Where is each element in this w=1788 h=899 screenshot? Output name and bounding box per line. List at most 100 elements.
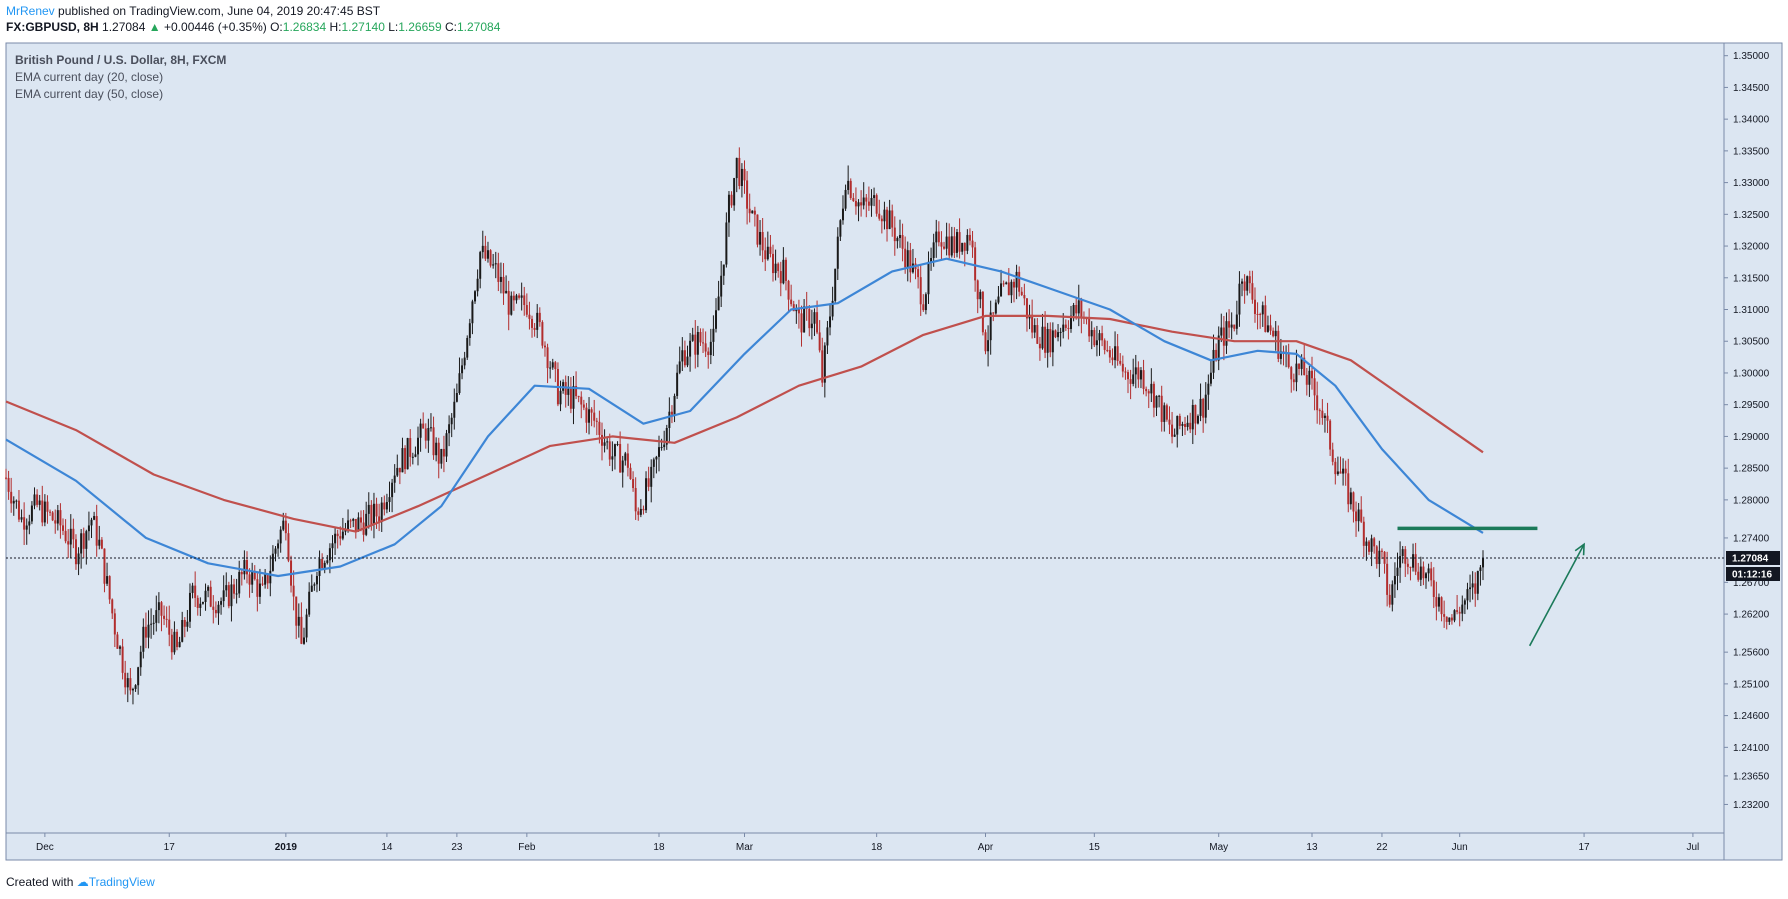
candle-body (777, 263, 780, 272)
candle-body (458, 373, 461, 394)
tradingview-brand[interactable]: TradingView (88, 875, 155, 889)
candle-body (1367, 541, 1370, 552)
candle-body (287, 533, 290, 561)
candle-body (616, 444, 619, 446)
candle-body (98, 539, 101, 546)
candle-body (948, 236, 951, 256)
candle-body (186, 621, 189, 627)
time-tick-label: 17 (1579, 842, 1591, 853)
candle-body (823, 345, 826, 383)
candle-body (860, 202, 863, 206)
candle-body (1025, 298, 1028, 319)
candle-body (365, 513, 368, 535)
candle-body (194, 585, 197, 598)
candle-body (165, 618, 168, 620)
candle-body (108, 576, 111, 600)
candle-body (1339, 471, 1342, 474)
candle-body (54, 520, 57, 524)
candle-body (157, 602, 160, 611)
candle-body (398, 467, 401, 473)
candle-body (233, 584, 236, 594)
candle-body (103, 548, 106, 584)
candle-body (43, 501, 46, 523)
candle-body (1106, 349, 1109, 351)
candle-body (212, 606, 215, 610)
candle-body (36, 494, 39, 505)
candle-body (639, 508, 642, 515)
candle-body (1093, 330, 1096, 346)
close-label: C: (444, 20, 457, 34)
price-tick-label: 1.25600 (1733, 648, 1770, 659)
candle-body (746, 180, 749, 209)
candle-body (989, 312, 992, 341)
candle-body (484, 245, 487, 259)
author-link[interactable]: MrRenev (6, 4, 55, 18)
candle-body (240, 571, 243, 575)
candle-body (1453, 610, 1456, 621)
time-tick-label: 13 (1306, 842, 1318, 853)
price-axis[interactable] (1723, 42, 1783, 861)
candle-body (1010, 281, 1013, 296)
candle-body (735, 157, 738, 179)
candle-body (1458, 611, 1461, 614)
candle-body (818, 332, 821, 351)
candle-body (966, 234, 969, 251)
candle-body (1041, 326, 1044, 349)
candle-body (727, 194, 730, 223)
candle-body (670, 411, 673, 415)
candle-body (538, 312, 541, 323)
candle-body (85, 531, 88, 549)
price-tick-label: 1.33000 (1733, 178, 1770, 189)
candle-body (543, 345, 546, 348)
candle-body (201, 602, 204, 604)
time-axis[interactable] (5, 832, 1725, 861)
candle-body (1033, 325, 1036, 333)
candle-body (733, 178, 736, 206)
price-tick-label: 1.23200 (1733, 800, 1770, 811)
candle-body (191, 585, 194, 593)
candle-body (600, 434, 603, 446)
candle-body (12, 500, 15, 504)
candle-body (385, 502, 388, 510)
candle-body (559, 390, 562, 405)
candle-body (862, 197, 865, 206)
tradingview-logo-icon[interactable]: ☁ (76, 875, 89, 889)
price-tick-label: 1.28500 (1733, 464, 1770, 475)
candle-body (370, 504, 373, 525)
candle-body (595, 420, 598, 422)
candle-body (898, 235, 901, 239)
candle-body (1051, 330, 1054, 353)
candle-body (753, 210, 756, 215)
price-axis-labels: 1.35000 1.34500 1.34000 1.33500 1.33000 1.325… (1724, 51, 1770, 811)
time-tick-label: 18 (653, 842, 665, 853)
candle-body (404, 448, 407, 470)
candle-body (1191, 404, 1194, 430)
candle-body (251, 571, 254, 585)
candle-body (987, 340, 990, 352)
candle-body (797, 308, 800, 314)
candle-body (33, 494, 36, 506)
candle-body (1355, 511, 1358, 522)
candle-body (396, 467, 399, 476)
time-tick-label: Mar (736, 842, 754, 853)
candle-body (1272, 330, 1275, 337)
candle-body (90, 519, 93, 526)
candle-body (1336, 471, 1339, 475)
candle-body (1233, 324, 1236, 329)
candle-body (1352, 492, 1355, 512)
candle-body (1129, 379, 1132, 384)
candle-body (481, 245, 484, 253)
candle-body (1054, 330, 1057, 338)
candle-body (1264, 305, 1267, 332)
candle-body (367, 504, 370, 514)
candle-body (722, 264, 725, 276)
candle-body (383, 502, 386, 510)
candle-body (80, 533, 83, 554)
candle-body (1168, 419, 1171, 425)
time-tick-label: 15 (1089, 842, 1101, 853)
candle-body (181, 619, 184, 642)
plot-area[interactable] (5, 42, 1725, 834)
candle-body (1204, 394, 1207, 418)
candle-body (170, 634, 173, 653)
